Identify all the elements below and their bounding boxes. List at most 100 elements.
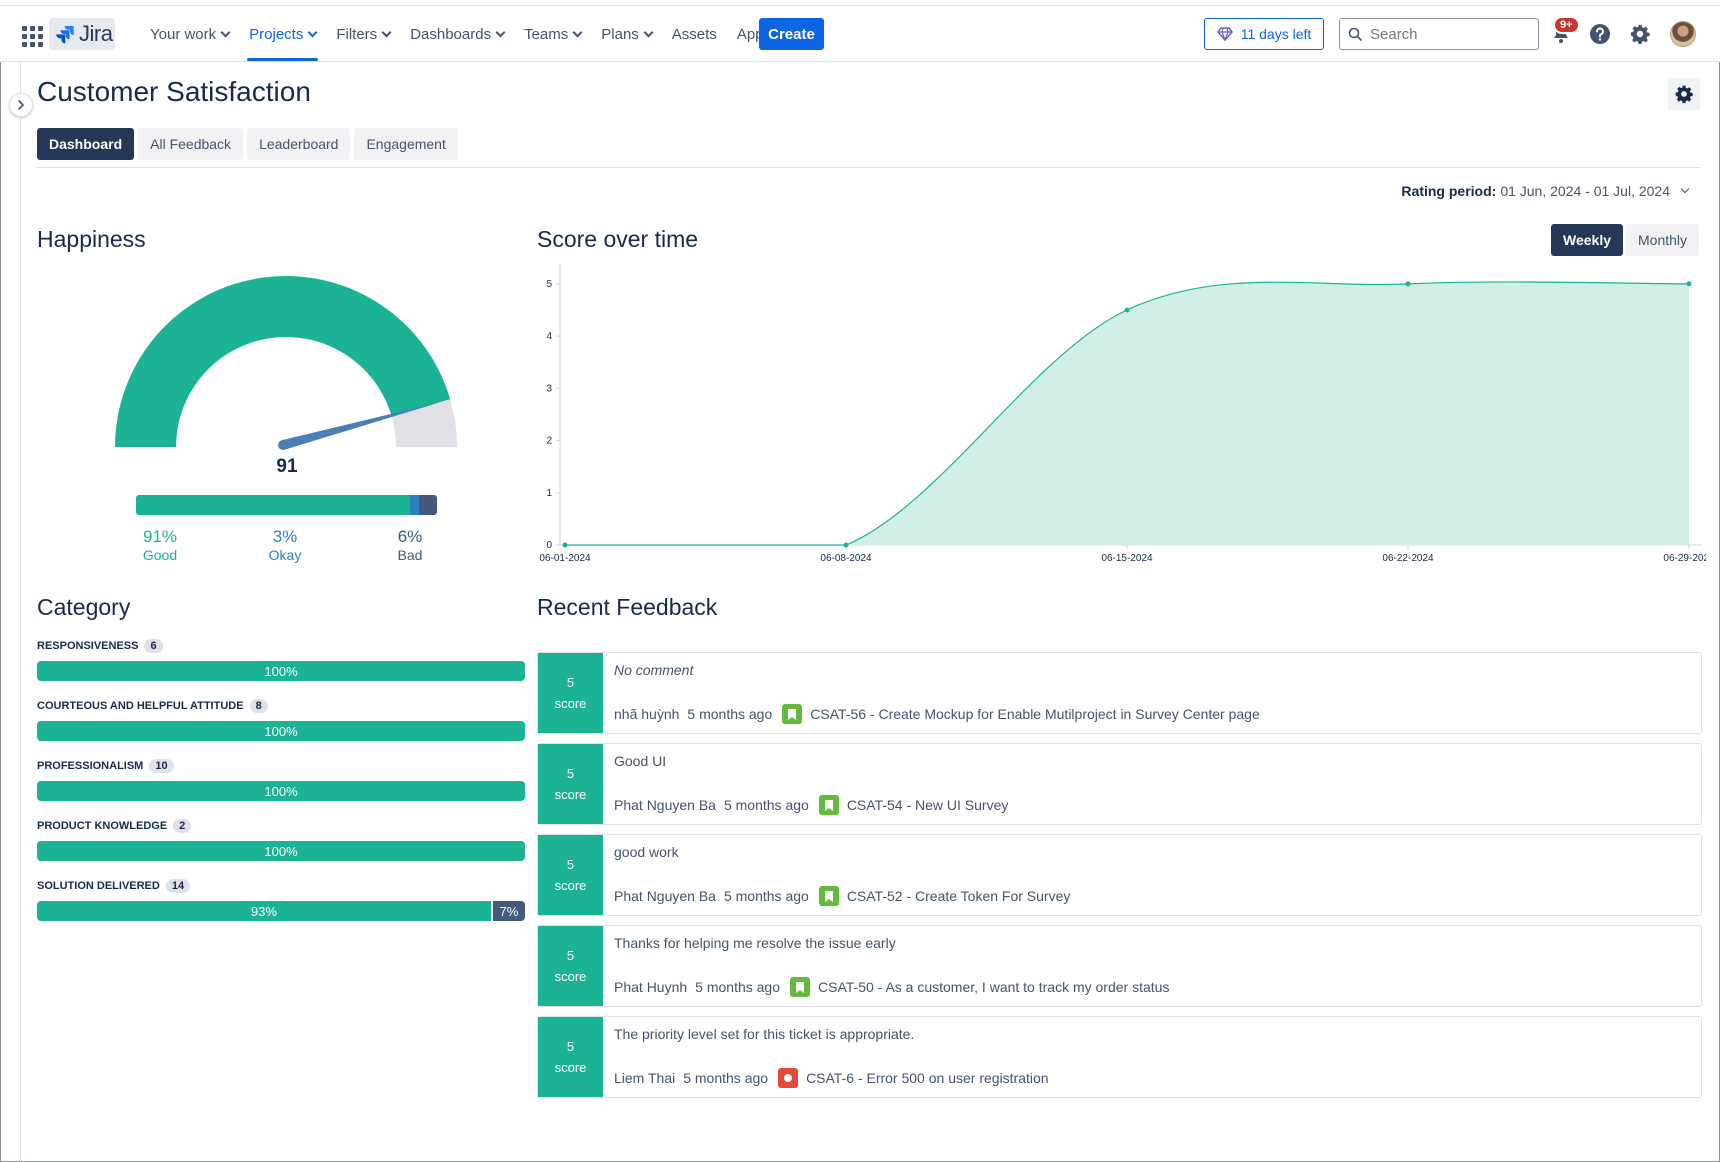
gear-icon xyxy=(1630,24,1650,45)
create-button[interactable]: Create xyxy=(759,18,824,50)
nav-item-dashboards[interactable]: Dashboards xyxy=(400,20,514,48)
top-navigation: Jira Your work Projects Filters Dashboards T… xyxy=(0,6,1720,62)
tab-engagement[interactable]: Engagement xyxy=(354,128,458,160)
search-input[interactable] xyxy=(1370,25,1520,43)
toggle-weekly[interactable]: Weekly xyxy=(1551,224,1623,256)
feedback-issue-link[interactable]: CSAT-52 - Create Token For Survey xyxy=(846,888,1071,904)
distribution-segment-good xyxy=(136,495,410,515)
category-label: COURTEOUS AND HELPFUL ATTITUDE 8 xyxy=(37,698,525,714)
feedback-body: No comment nhã huỳnh 5 months ago CSAT-56 -… xyxy=(603,653,1701,733)
happiness-distribution-labels: 91% Good 3% Okay 6% Bad xyxy=(120,527,450,563)
feedback-score-badge: 5 score xyxy=(538,1017,603,1097)
feedback-body: The priority level set for this ticket i… xyxy=(603,1017,1701,1097)
category-good-segment: 100% xyxy=(37,841,525,861)
feedback-score-word: score xyxy=(554,969,587,984)
distribution-percent: 91% xyxy=(142,527,178,546)
nav-item-plans[interactable]: Plans xyxy=(591,20,662,48)
feedback-card[interactable]: 5 score The priority level set for this ti… xyxy=(537,1016,1702,1098)
feedback-score-word: score xyxy=(554,1060,587,1075)
y-tick-label: 3 xyxy=(546,383,552,394)
x-tick-label: 06-01-2024 xyxy=(539,553,591,564)
nav-item-your-work[interactable]: Your work xyxy=(140,20,239,48)
trial-label: 11 days left xyxy=(1240,26,1312,42)
sidebar-expand-button[interactable] xyxy=(9,93,33,117)
feedback-card[interactable]: 5 score good work Phat Nguyen Ba 5 months ag… xyxy=(537,834,1702,916)
chevron-down-icon xyxy=(381,27,392,37)
jira-logo[interactable]: Jira xyxy=(49,18,115,50)
feedback-score-value: 5 xyxy=(566,675,575,690)
toggle-monthly[interactable]: Monthly xyxy=(1626,224,1700,256)
feedback-score-badge: 5 score xyxy=(538,835,603,915)
category-count: 10 xyxy=(149,759,174,773)
feedback-issue-link[interactable]: CSAT-56 - Create Mockup for Enable Mutil… xyxy=(810,706,1260,722)
tab-leaderboard[interactable]: Leaderboard xyxy=(247,128,351,160)
feedback-author[interactable]: Phat Huynh xyxy=(614,979,688,995)
nav-item-assets[interactable]: Assets xyxy=(662,20,727,48)
story-icon xyxy=(818,795,839,815)
score-point[interactable] xyxy=(1686,281,1692,287)
y-tick-label: 1 xyxy=(546,488,552,499)
distribution-segment-okay xyxy=(409,495,419,515)
rating-period-selector[interactable]: Rating period: 01 Jun, 2024 - 01 Jul, 20… xyxy=(1401,183,1690,199)
category-good-segment: 100% xyxy=(37,781,525,801)
nav-item-label: Dashboards xyxy=(410,25,492,43)
feedback-author[interactable]: Liem Thai xyxy=(614,1070,676,1086)
nav-item-label: Plans xyxy=(601,25,639,43)
category-bar: 100% xyxy=(37,841,525,861)
help-button[interactable] xyxy=(1588,22,1612,46)
feedback-issue-link[interactable]: CSAT-54 - New UI Survey xyxy=(846,797,1009,813)
feedback-comment: good work xyxy=(614,844,679,860)
feedback-meta: Phat Nguyen Ba 5 months ago CSAT-54 - New … xyxy=(614,795,1008,815)
x-tick-label: 06-08-2024 xyxy=(820,553,872,564)
feedback-score-value: 5 xyxy=(566,1039,575,1054)
gauge-good-arc xyxy=(115,276,451,447)
category-good-segment: 100% xyxy=(37,661,525,681)
category-heading: Category xyxy=(37,594,131,620)
feedback-card[interactable]: 5 score Thanks for helping me resolve the … xyxy=(537,925,1702,1007)
bug-icon xyxy=(778,1068,799,1088)
trial-button[interactable]: 11 days left xyxy=(1204,18,1324,50)
feedback-issue-link[interactable]: CSAT-50 - As a customer, I want to track… xyxy=(818,979,1170,995)
feedback-score-word: score xyxy=(554,696,587,711)
feedback-card[interactable]: 5 score No comment nhã huỳnh 5 months ago CSA… xyxy=(537,652,1702,734)
category-label: PROFESSIONALISM 10 xyxy=(37,758,525,774)
chevron-down-icon xyxy=(495,27,506,37)
distribution-bad: 6% Bad xyxy=(370,527,450,563)
nav-item-label: Assets xyxy=(671,25,717,43)
story-icon xyxy=(818,886,839,906)
search-box[interactable] xyxy=(1339,18,1539,50)
category-name: PROFESSIONALISM xyxy=(37,760,144,772)
feedback-meta: nhã huỳnh 5 months ago CSAT-56 - Create Mo… xyxy=(614,704,1260,724)
user-avatar[interactable] xyxy=(1670,21,1696,47)
app-switcher-icon[interactable] xyxy=(20,24,43,47)
rating-period-label: Rating period: xyxy=(1401,183,1497,199)
settings-button[interactable] xyxy=(1628,22,1652,46)
nav-item-teams[interactable]: Teams xyxy=(514,20,591,48)
category-good-segment: 100% xyxy=(37,721,525,741)
page-tabs: Dashboard All Feedback Leaderboard Engageme… xyxy=(37,128,458,160)
score-point[interactable] xyxy=(1405,281,1411,287)
feedback-author[interactable]: Phat Nguyen Ba xyxy=(614,797,716,813)
score-point[interactable] xyxy=(1124,307,1130,313)
score-point[interactable] xyxy=(843,542,849,548)
category-label: RESPONSIVENESS 6 xyxy=(37,638,525,654)
feedback-card[interactable]: 5 score Good UI Phat Nguyen Ba 5 months ago C… xyxy=(537,743,1702,825)
tab-dashboard[interactable]: Dashboard xyxy=(37,128,135,160)
nav-item-filters[interactable]: Filters xyxy=(326,20,400,48)
feedback-comment: No comment xyxy=(614,662,694,678)
feedback-issue-link[interactable]: CSAT-6 - Error 500 on user registration xyxy=(806,1070,1049,1086)
tab-all-feedback[interactable]: All Feedback xyxy=(138,128,244,160)
logo-text: Jira xyxy=(79,21,113,46)
x-tick-label: 06-29-2024 xyxy=(1663,553,1706,564)
distribution-good: 91% Good xyxy=(120,527,200,563)
page-settings-button[interactable] xyxy=(1668,78,1700,110)
nav-item-projects[interactable]: Projects xyxy=(239,20,326,61)
feedback-author[interactable]: Phat Nguyen Ba xyxy=(614,888,716,904)
distribution-percent: 6% xyxy=(397,527,423,546)
recent-feedback-heading: Recent Feedback xyxy=(537,594,718,620)
feedback-author[interactable]: nhã huỳnh xyxy=(614,706,680,722)
category-bar: 93% 7% xyxy=(37,901,525,921)
score-point[interactable] xyxy=(562,542,568,548)
feedback-time: 5 months ago xyxy=(723,797,809,813)
chevron-down-icon xyxy=(643,27,654,37)
